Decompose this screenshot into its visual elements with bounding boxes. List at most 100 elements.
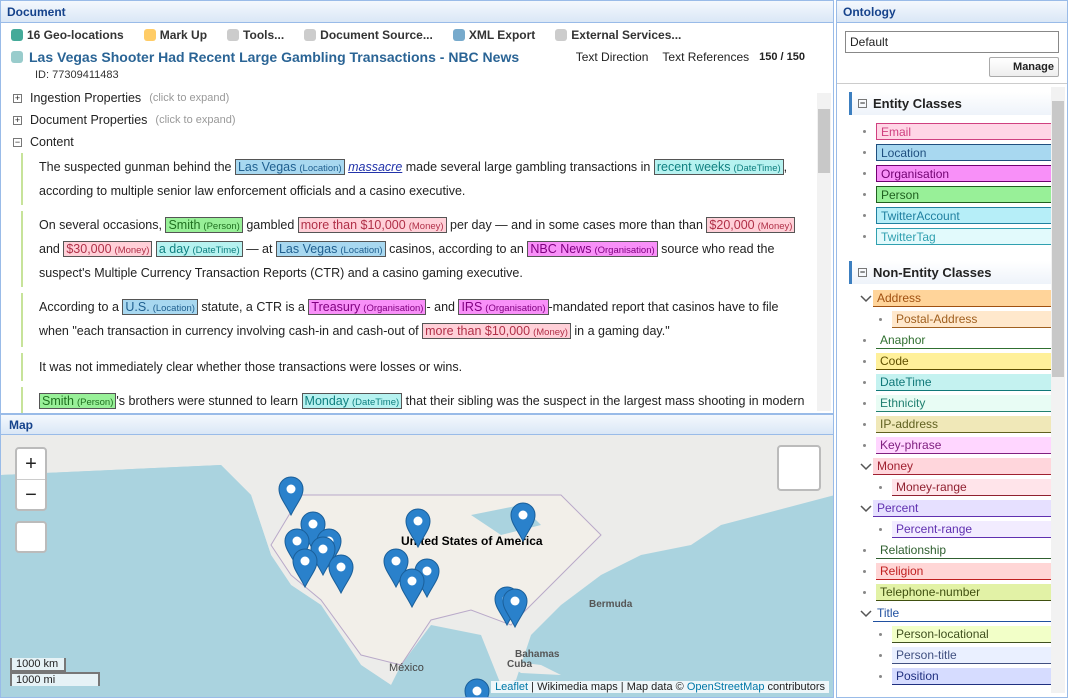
toolbar-button[interactable]: XML Export bbox=[452, 28, 535, 42]
entity-type: (DateTime) bbox=[192, 245, 240, 256]
class-label[interactable]: DateTime bbox=[876, 374, 1063, 391]
class-label[interactable]: Telephone-number bbox=[876, 584, 1063, 601]
fullscreen-button[interactable] bbox=[15, 521, 47, 553]
map-marker[interactable] bbox=[292, 548, 318, 589]
zoom-in[interactable]: + bbox=[17, 449, 45, 480]
class-label[interactable]: Title bbox=[873, 605, 1063, 622]
class-label[interactable]: Money bbox=[873, 458, 1063, 475]
entity[interactable]: Smith (Person) bbox=[39, 393, 117, 409]
entity-type: (Money) bbox=[114, 245, 150, 256]
scale-mi: 1000 mi bbox=[10, 672, 100, 686]
toolbar-icon bbox=[11, 29, 23, 41]
entity[interactable]: U.S. (Location) bbox=[122, 299, 198, 315]
entity[interactable]: $20,000 (Money) bbox=[706, 217, 796, 233]
class-label[interactable]: Position bbox=[892, 668, 1063, 685]
map-marker[interactable] bbox=[502, 588, 528, 629]
class-label[interactable]: Location bbox=[876, 144, 1063, 161]
content-header[interactable]: − Content bbox=[13, 135, 74, 149]
class-label[interactable]: Key-phrase bbox=[876, 437, 1063, 454]
article-header: Las Vegas Shooter Had Recent Large Gambl… bbox=[1, 47, 833, 67]
layers-button[interactable] bbox=[777, 445, 821, 491]
leaflet-link[interactable]: Leaflet bbox=[495, 681, 529, 693]
entity[interactable]: Las Vegas (Location) bbox=[234, 159, 345, 175]
entity[interactable]: Smith (Person) bbox=[165, 217, 243, 233]
text-references[interactable]: Text References bbox=[662, 50, 750, 64]
expand-icon: + bbox=[13, 114, 22, 125]
toolbar-button[interactable]: Tools... bbox=[227, 28, 284, 42]
entity[interactable]: IRS (Organisation) bbox=[458, 299, 549, 315]
toolbar-button[interactable]: 16 Geo-locations bbox=[11, 28, 124, 42]
non-entity-heading[interactable]: − Non-Entity Classes bbox=[849, 261, 1057, 284]
entity[interactable]: Monday (DateTime) bbox=[301, 393, 403, 409]
entity[interactable]: Las Vegas (Location) bbox=[275, 241, 386, 257]
zoom-out[interactable]: − bbox=[25, 484, 37, 506]
osm-link[interactable]: OpenStreetMap bbox=[686, 681, 765, 693]
text: source who read the suspect's Multiple C… bbox=[39, 242, 775, 280]
entity[interactable]: Treasury (Organisation) bbox=[308, 299, 427, 315]
class-label[interactable]: Anaphor bbox=[876, 332, 1063, 349]
entity[interactable]: $30,000 (Money) bbox=[63, 241, 153, 257]
class-label[interactable]: Money-range bbox=[892, 479, 1063, 496]
map[interactable]: United States of America Bermuda BahamasCu… bbox=[1, 435, 834, 698]
entity[interactable]: NBC News (Organisation) bbox=[527, 241, 658, 257]
entity-text: Monday bbox=[304, 394, 350, 408]
class-label[interactable]: TwitterAccount bbox=[876, 207, 1063, 224]
class-label[interactable]: IP-address bbox=[876, 416, 1063, 433]
bullet bbox=[863, 193, 866, 196]
class-label[interactable]: Percent-range bbox=[892, 521, 1063, 538]
entity[interactable]: a day (DateTime) bbox=[155, 241, 243, 257]
entity[interactable]: recent weeks (DateTime) bbox=[653, 159, 784, 175]
class-label[interactable]: Percent bbox=[873, 500, 1063, 517]
place-label: México bbox=[389, 662, 424, 674]
scrollbar[interactable] bbox=[1051, 87, 1065, 693]
class-label[interactable]: Religion bbox=[876, 563, 1063, 580]
expand-arrow[interactable] bbox=[859, 294, 873, 304]
link[interactable]: massacre bbox=[348, 160, 403, 174]
class-label[interactable]: Person-title bbox=[892, 647, 1063, 664]
text-direction[interactable]: Text Direction bbox=[575, 50, 649, 64]
class-label[interactable]: Ethnicity bbox=[876, 395, 1063, 412]
panel-title: Document bbox=[1, 1, 833, 23]
ontology-class: Money bbox=[859, 456, 1067, 477]
expand-arrow[interactable] bbox=[859, 504, 873, 514]
map-marker[interactable] bbox=[383, 548, 409, 589]
text: According to a bbox=[39, 300, 123, 314]
entity-heading[interactable]: − Entity Classes bbox=[849, 92, 1057, 115]
class-label[interactable]: Organisation bbox=[876, 165, 1063, 182]
map-marker[interactable] bbox=[399, 568, 425, 609]
toolbar-button[interactable]: Document Source... bbox=[304, 28, 433, 42]
class-label[interactable]: Address bbox=[873, 290, 1063, 307]
toolbar-icon bbox=[555, 29, 568, 41]
class-label[interactable]: Person-locational bbox=[892, 626, 1063, 643]
ontology-selector[interactable]: Default bbox=[845, 31, 1059, 53]
map-marker[interactable] bbox=[328, 554, 354, 595]
map-marker[interactable] bbox=[510, 502, 536, 543]
ontology-class: Person bbox=[859, 184, 1067, 205]
section-header[interactable]: + Ingestion Properties (click to expand) bbox=[1, 87, 833, 109]
class-label[interactable]: Person bbox=[876, 186, 1063, 203]
entity[interactable]: more than $10,000 (Money) bbox=[297, 217, 447, 233]
section-header[interactable]: + Document Properties (click to expand) bbox=[1, 109, 833, 131]
expand-arrow[interactable] bbox=[859, 462, 873, 472]
toolbar-icon bbox=[227, 29, 240, 41]
text: 's brothers were stunned to learn bbox=[116, 394, 302, 408]
class-label[interactable]: Postal-Address bbox=[892, 311, 1063, 328]
class-label[interactable]: TwitterTag bbox=[876, 228, 1063, 245]
class-label[interactable]: Relationship bbox=[876, 542, 1063, 559]
manage-button[interactable]: Manage bbox=[989, 57, 1059, 77]
class-label[interactable]: Code bbox=[876, 353, 1063, 370]
scrollbar[interactable] bbox=[817, 93, 831, 411]
text: and bbox=[39, 242, 64, 256]
toolbar-button[interactable]: Mark Up bbox=[143, 28, 207, 42]
content-label: Content bbox=[30, 135, 74, 149]
toolbar-button[interactable]: External Services... bbox=[555, 28, 681, 42]
marker-dot bbox=[336, 562, 346, 572]
bullet bbox=[879, 528, 882, 531]
toolbar-label: 16 Geo-locations bbox=[27, 28, 124, 42]
map-marker[interactable] bbox=[405, 508, 431, 549]
expand-arrow[interactable] bbox=[859, 609, 873, 619]
map-marker[interactable] bbox=[278, 476, 304, 517]
entity-type: (Money) bbox=[757, 221, 793, 232]
class-label[interactable]: Email bbox=[876, 123, 1063, 140]
entity[interactable]: more than $10,000 (Money) bbox=[422, 323, 571, 339]
